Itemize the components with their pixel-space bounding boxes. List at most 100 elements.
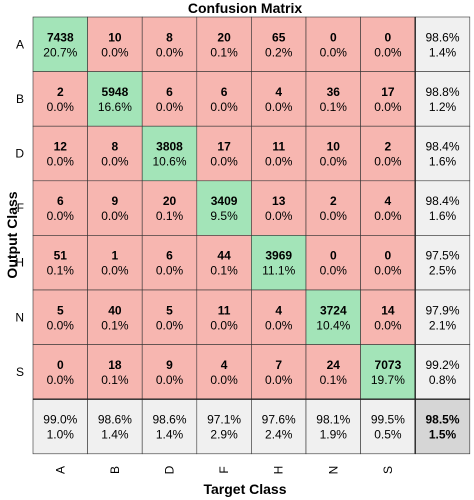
matrix-cell <box>360 398 416 455</box>
summary-error-label: 1.6% <box>429 209 457 223</box>
summary-correct-label: 98.6% <box>425 30 459 44</box>
y-tick-label: S <box>16 365 24 379</box>
cell-percent-label: 0.1% <box>47 264 75 278</box>
cell-count-label: 44 <box>217 249 231 263</box>
cell-percent-label: 0.0% <box>156 264 184 278</box>
y-tick-label: B <box>16 92 24 106</box>
cell-count-label: 20 <box>163 194 177 208</box>
matrix-cell <box>414 71 471 127</box>
matrix-cell <box>414 398 471 455</box>
x-tick-label: S <box>381 466 395 474</box>
matrix-cell <box>414 235 471 291</box>
cell-percent-label: 0.1% <box>156 209 184 223</box>
cell-count-label: 65 <box>272 30 286 44</box>
cell-count-label: 12 <box>54 140 68 154</box>
cell-count-label: 1 <box>112 249 119 263</box>
matrix-cell <box>141 235 198 291</box>
cell-count-label: 3409 <box>211 194 238 208</box>
cell-count-label: 17 <box>217 140 231 154</box>
cell-percent-label: 0.0% <box>47 100 75 114</box>
cell-count-label: 18 <box>108 358 122 372</box>
x-tick-label: A <box>53 466 67 474</box>
cell-percent-label: 0.0% <box>101 155 129 169</box>
cell-count-label: 5948 <box>102 85 129 99</box>
cell-percent-label: 16.6% <box>98 100 132 114</box>
cell-percent-label: 20.7% <box>43 45 77 59</box>
summary-error-label: 0.5% <box>374 428 402 442</box>
cell-count-label: 0 <box>57 358 64 372</box>
matrix-cell <box>87 344 143 400</box>
matrix-cell <box>305 180 361 236</box>
cell-percent-label: 0.2% <box>265 45 293 59</box>
matrix-cell <box>251 16 307 72</box>
matrix-cell <box>414 16 471 72</box>
cell-count-label: 0 <box>385 30 392 44</box>
cell-percent-label: 0.0% <box>374 209 402 223</box>
cell-count-label: 0 <box>385 249 392 263</box>
matrix-cell <box>360 16 416 72</box>
matrix-cell <box>251 289 307 345</box>
cell-count-label: 2 <box>330 194 337 208</box>
summary-correct-label: 99.5% <box>371 413 405 427</box>
cell-count-label: 24 <box>327 358 341 372</box>
x-tick-label: N <box>326 466 340 475</box>
matrix-cell <box>87 398 143 455</box>
matrix-cell <box>87 235 143 291</box>
cell-percent-label: 0.0% <box>374 318 402 332</box>
cell-percent-label: 0.1% <box>320 100 348 114</box>
cell-count-label: 3969 <box>265 249 292 263</box>
cell-count-label: 4 <box>385 194 392 208</box>
cell-count-label: 2 <box>385 140 392 154</box>
cell-count-label: 4 <box>275 303 282 317</box>
summary-error-label: 1.4% <box>101 428 129 442</box>
summary-correct-label: 99.2% <box>425 358 459 372</box>
cell-count-label: 6 <box>166 85 173 99</box>
matrix-cell <box>196 125 252 182</box>
cell-percent-label: 0.0% <box>210 373 238 387</box>
cell-count-label: 40 <box>108 303 122 317</box>
summary-correct-label: 98.8% <box>425 85 459 99</box>
summary-correct-label: 98.5% <box>425 413 459 427</box>
y-tick-label: F <box>17 201 24 215</box>
cell-percent-label: 11.1% <box>262 264 295 278</box>
cell-percent-label: 0.1% <box>101 373 129 387</box>
matrix-cell <box>196 71 252 127</box>
cell-count-label: 6 <box>221 85 228 99</box>
cell-count-label: 5 <box>166 303 173 317</box>
cell-count-label: 36 <box>327 85 341 99</box>
matrix-cell <box>141 289 198 345</box>
matrix-cell <box>196 344 252 400</box>
cell-percent-label: 0.1% <box>320 373 348 387</box>
cell-count-label: 17 <box>381 85 395 99</box>
cell-percent-label: 0.0% <box>374 264 402 278</box>
summary-error-label: 1.2% <box>429 100 457 114</box>
summary-error-label: 1.0% <box>47 428 75 442</box>
matrix-cell <box>141 125 198 182</box>
cell-percent-label: 0.0% <box>265 100 293 114</box>
matrix-cell <box>196 289 252 345</box>
cell-percent-label: 0.0% <box>320 209 348 223</box>
cell-percent-label: 0.0% <box>265 155 293 169</box>
x-tick-label: H <box>272 466 286 475</box>
matrix-cell <box>305 71 361 127</box>
cell-count-label: 5 <box>57 303 64 317</box>
summary-error-label: 1.5% <box>429 428 457 442</box>
matrix-cell <box>32 289 88 345</box>
cell-count-label: 6 <box>57 194 64 208</box>
cell-count-label: 4 <box>221 358 228 372</box>
y-axis-label: Output Class <box>4 191 20 278</box>
y-tick-label: H <box>15 256 24 270</box>
cell-count-label: 0 <box>330 249 337 263</box>
matrix-cell <box>251 235 307 291</box>
cell-percent-label: 0.0% <box>47 209 75 223</box>
summary-error-label: 0.8% <box>429 373 457 387</box>
cell-count-label: 2 <box>57 85 64 99</box>
cell-count-label: 7 <box>275 358 282 372</box>
matrix-cell <box>87 180 143 236</box>
cell-percent-label: 0.0% <box>210 100 238 114</box>
matrix-cell <box>32 344 88 400</box>
cell-count-label: 3724 <box>320 303 347 317</box>
cell-percent-label: 0.0% <box>265 373 293 387</box>
cell-count-label: 6 <box>166 249 173 263</box>
